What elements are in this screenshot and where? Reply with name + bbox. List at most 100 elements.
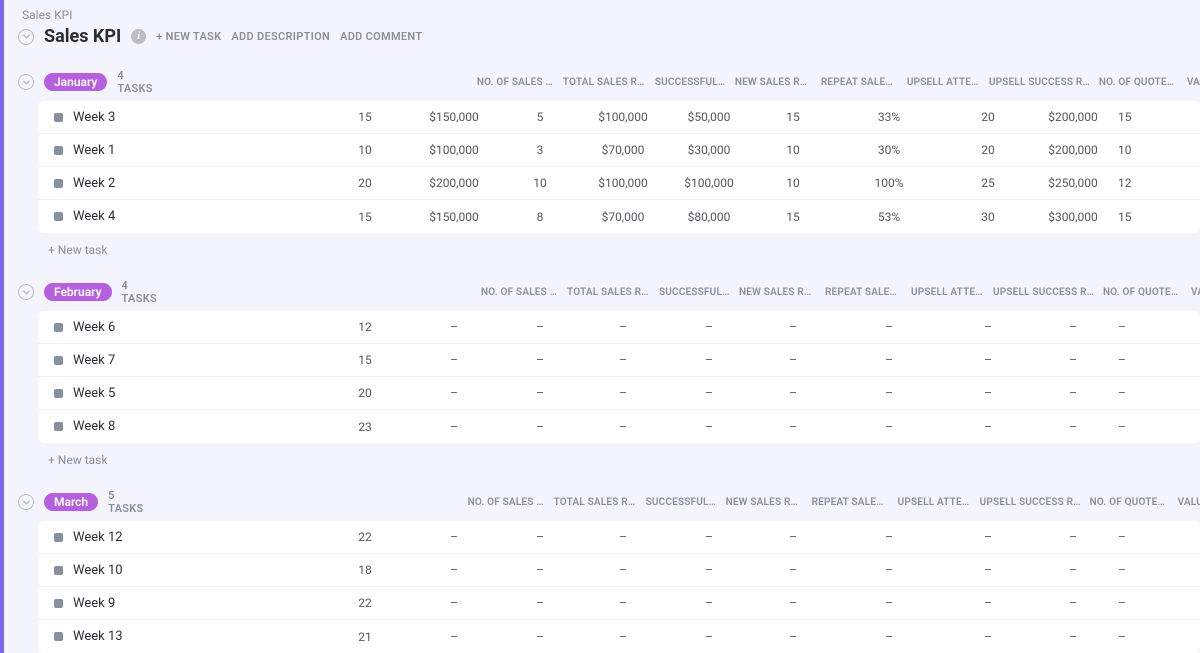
group-name-pill[interactable]: February [44, 283, 112, 301]
cell[interactable]: 53% [834, 210, 944, 224]
cell[interactable]: $70,000 [580, 210, 666, 224]
cell[interactable]: – [1114, 320, 1170, 334]
collapse-group-icon[interactable] [18, 494, 34, 510]
cell[interactable]: 30% [834, 143, 944, 157]
status-icon[interactable] [54, 323, 63, 332]
status-icon[interactable] [54, 113, 63, 122]
cell[interactable]: 10 [752, 143, 834, 157]
cell[interactable]: $100,000 [408, 143, 500, 157]
cell[interactable]: – [500, 530, 580, 544]
collapse-page-icon[interactable] [18, 29, 34, 45]
cell[interactable]: – [666, 596, 752, 610]
cell[interactable]: 15 [752, 110, 834, 124]
cell[interactable]: $100,000 [580, 176, 666, 190]
cell[interactable]: 25 [944, 176, 1032, 190]
cell[interactable]: – [752, 530, 834, 544]
column-header[interactable]: VALUE OF QUO… [1174, 497, 1200, 508]
table-row[interactable]: Week 220$200,00010$100,000$100,00010100%… [38, 167, 1200, 200]
task-name[interactable]: Week 9 [73, 596, 115, 611]
cell[interactable]: 10 [752, 176, 834, 190]
cell[interactable]: – [580, 630, 666, 644]
cell[interactable]: 8 [500, 210, 580, 224]
column-header[interactable]: NO. OF QUOTES… [1095, 77, 1183, 88]
task-name[interactable]: Week 13 [73, 629, 123, 644]
cell[interactable]: – [834, 530, 944, 544]
cell[interactable]: $150,000 [408, 110, 500, 124]
cell[interactable]: 20 [944, 143, 1032, 157]
cell[interactable]: $200,000 [1032, 110, 1114, 124]
table-row[interactable]: Week 415$150,0008$70,000$80,0001553%30$3… [38, 200, 1200, 233]
column-header[interactable]: REPEAT SALES … [821, 287, 907, 298]
cell[interactable]: – [666, 420, 752, 434]
cell[interactable]: – [752, 320, 834, 334]
cell[interactable]: – [408, 563, 500, 577]
cell[interactable]: – [1114, 386, 1170, 400]
task-name[interactable]: Week 4 [73, 209, 115, 224]
column-header[interactable]: NO. OF QUOTES… [1086, 497, 1174, 508]
column-header[interactable]: VALUE OF QUO… [1187, 287, 1200, 298]
cell[interactable]: – [944, 630, 1032, 644]
status-icon[interactable] [54, 632, 63, 641]
table-row[interactable]: Week 612––––––––– [38, 311, 1200, 344]
column-header[interactable]: UPSELL SUCCESS RATE [985, 77, 1095, 88]
cell[interactable]: $150,000 [408, 210, 500, 224]
cell[interactable]: 100% [834, 176, 944, 190]
cell[interactable]: $80,000 [666, 210, 752, 224]
task-name[interactable]: Week 2 [73, 176, 115, 191]
cell[interactable]: 33% [834, 110, 944, 124]
cell[interactable]: – [1032, 386, 1114, 400]
column-header[interactable]: NEW SALES RE… [722, 497, 808, 508]
cell[interactable]: – [1114, 563, 1170, 577]
new-task-link[interactable]: + New task [4, 443, 1200, 477]
column-header[interactable]: UPSELL ATTEM… [907, 287, 989, 298]
column-header[interactable]: TOTAL SALES REVE… [550, 497, 642, 508]
cell[interactable]: – [752, 386, 834, 400]
task-name[interactable]: Week 8 [73, 419, 115, 434]
cell[interactable]: – [666, 630, 752, 644]
cell[interactable]: – [580, 353, 666, 367]
cell[interactable]: 21 [322, 630, 408, 644]
cell[interactable]: 22 [322, 530, 408, 544]
cell[interactable]: – [944, 420, 1032, 434]
task-name[interactable]: Week 1 [73, 143, 115, 158]
cell[interactable]: 15 [1114, 210, 1170, 224]
cell[interactable]: $300,000 [1032, 210, 1114, 224]
task-name[interactable]: Week 5 [73, 386, 115, 401]
table-row[interactable]: Week 520––––––––– [38, 377, 1200, 410]
cell[interactable]: – [944, 563, 1032, 577]
table-row[interactable]: Week 823––––––––– [38, 410, 1200, 443]
column-header[interactable]: NO. OF SALES (… [477, 287, 563, 298]
column-header[interactable]: UPSELL SUCCESS RATE [976, 497, 1086, 508]
cell[interactable]: $100,000 [666, 176, 752, 190]
column-header[interactable]: SUCCESSFUL U… [642, 497, 722, 508]
status-icon[interactable] [54, 599, 63, 608]
cell[interactable]: – [752, 563, 834, 577]
collapse-group-icon[interactable] [18, 74, 34, 90]
cell[interactable]: – [666, 530, 752, 544]
cell[interactable]: – [1032, 420, 1114, 434]
cell[interactable]: – [500, 353, 580, 367]
cell[interactable]: – [666, 386, 752, 400]
cell[interactable]: 30 [944, 210, 1032, 224]
group-name-pill[interactable]: March [44, 493, 98, 511]
cell[interactable]: – [580, 563, 666, 577]
cell[interactable]: – [834, 630, 944, 644]
new-task-link[interactable]: + New task [4, 233, 1200, 267]
column-header[interactable]: SUCCESSFUL U… [651, 77, 731, 88]
cell[interactable]: 20 [944, 110, 1032, 124]
cell[interactable]: – [666, 563, 752, 577]
status-icon[interactable] [54, 389, 63, 398]
group-name-pill[interactable]: January [44, 73, 107, 91]
column-header[interactable]: NO. OF QUOTES… [1099, 287, 1187, 298]
cell[interactable]: – [580, 420, 666, 434]
info-icon[interactable]: i [131, 29, 146, 44]
cell[interactable]: 3 [500, 143, 580, 157]
cell[interactable]: – [834, 386, 944, 400]
cell[interactable]: $250,000 [1032, 176, 1114, 190]
cell[interactable]: 22 [322, 596, 408, 610]
status-icon[interactable] [54, 566, 63, 575]
cell[interactable]: – [944, 530, 1032, 544]
table-row[interactable]: Week 1018––––––––– [38, 554, 1200, 587]
cell[interactable]: – [408, 530, 500, 544]
cell[interactable]: – [752, 420, 834, 434]
